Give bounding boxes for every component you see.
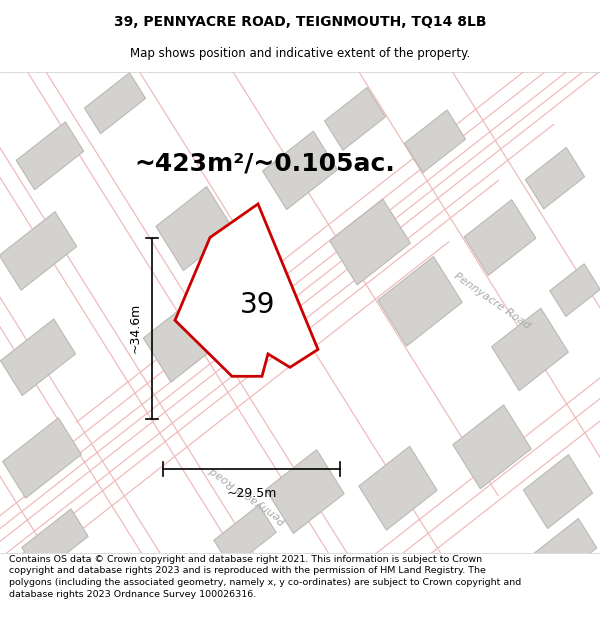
Polygon shape [404, 110, 466, 173]
Polygon shape [22, 509, 88, 575]
Polygon shape [453, 405, 531, 489]
Polygon shape [175, 204, 318, 376]
Polygon shape [491, 308, 568, 391]
Polygon shape [550, 264, 600, 316]
Polygon shape [464, 199, 536, 276]
Polygon shape [325, 88, 385, 150]
Polygon shape [523, 454, 593, 529]
Text: ~423m²/~0.105ac.: ~423m²/~0.105ac. [134, 152, 395, 176]
Text: ~29.5m: ~29.5m [226, 487, 277, 500]
Polygon shape [143, 294, 227, 382]
Text: ~34.6m: ~34.6m [129, 303, 142, 353]
Text: 39: 39 [240, 291, 276, 319]
Polygon shape [85, 72, 146, 134]
Text: Map shows position and indicative extent of the property.: Map shows position and indicative extent… [130, 48, 470, 61]
Text: Pennyacre Road: Pennyacre Road [452, 271, 532, 331]
Text: 39, PENNYACRE ROAD, TEIGNMOUTH, TQ14 8LB: 39, PENNYACRE ROAD, TEIGNMOUTH, TQ14 8LB [114, 14, 486, 29]
Polygon shape [266, 449, 344, 534]
Polygon shape [359, 446, 437, 530]
Polygon shape [2, 418, 82, 498]
Polygon shape [1, 319, 76, 396]
Polygon shape [16, 122, 84, 190]
Text: Contains OS data © Crown copyright and database right 2021. This information is : Contains OS data © Crown copyright and d… [9, 554, 521, 599]
Polygon shape [263, 131, 337, 209]
Text: Pennyacre Road: Pennyacre Road [208, 465, 288, 525]
Polygon shape [0, 212, 77, 290]
Polygon shape [526, 148, 584, 209]
Polygon shape [214, 505, 276, 568]
Polygon shape [533, 519, 597, 583]
Polygon shape [156, 187, 234, 271]
Polygon shape [329, 199, 410, 285]
Polygon shape [378, 257, 462, 346]
